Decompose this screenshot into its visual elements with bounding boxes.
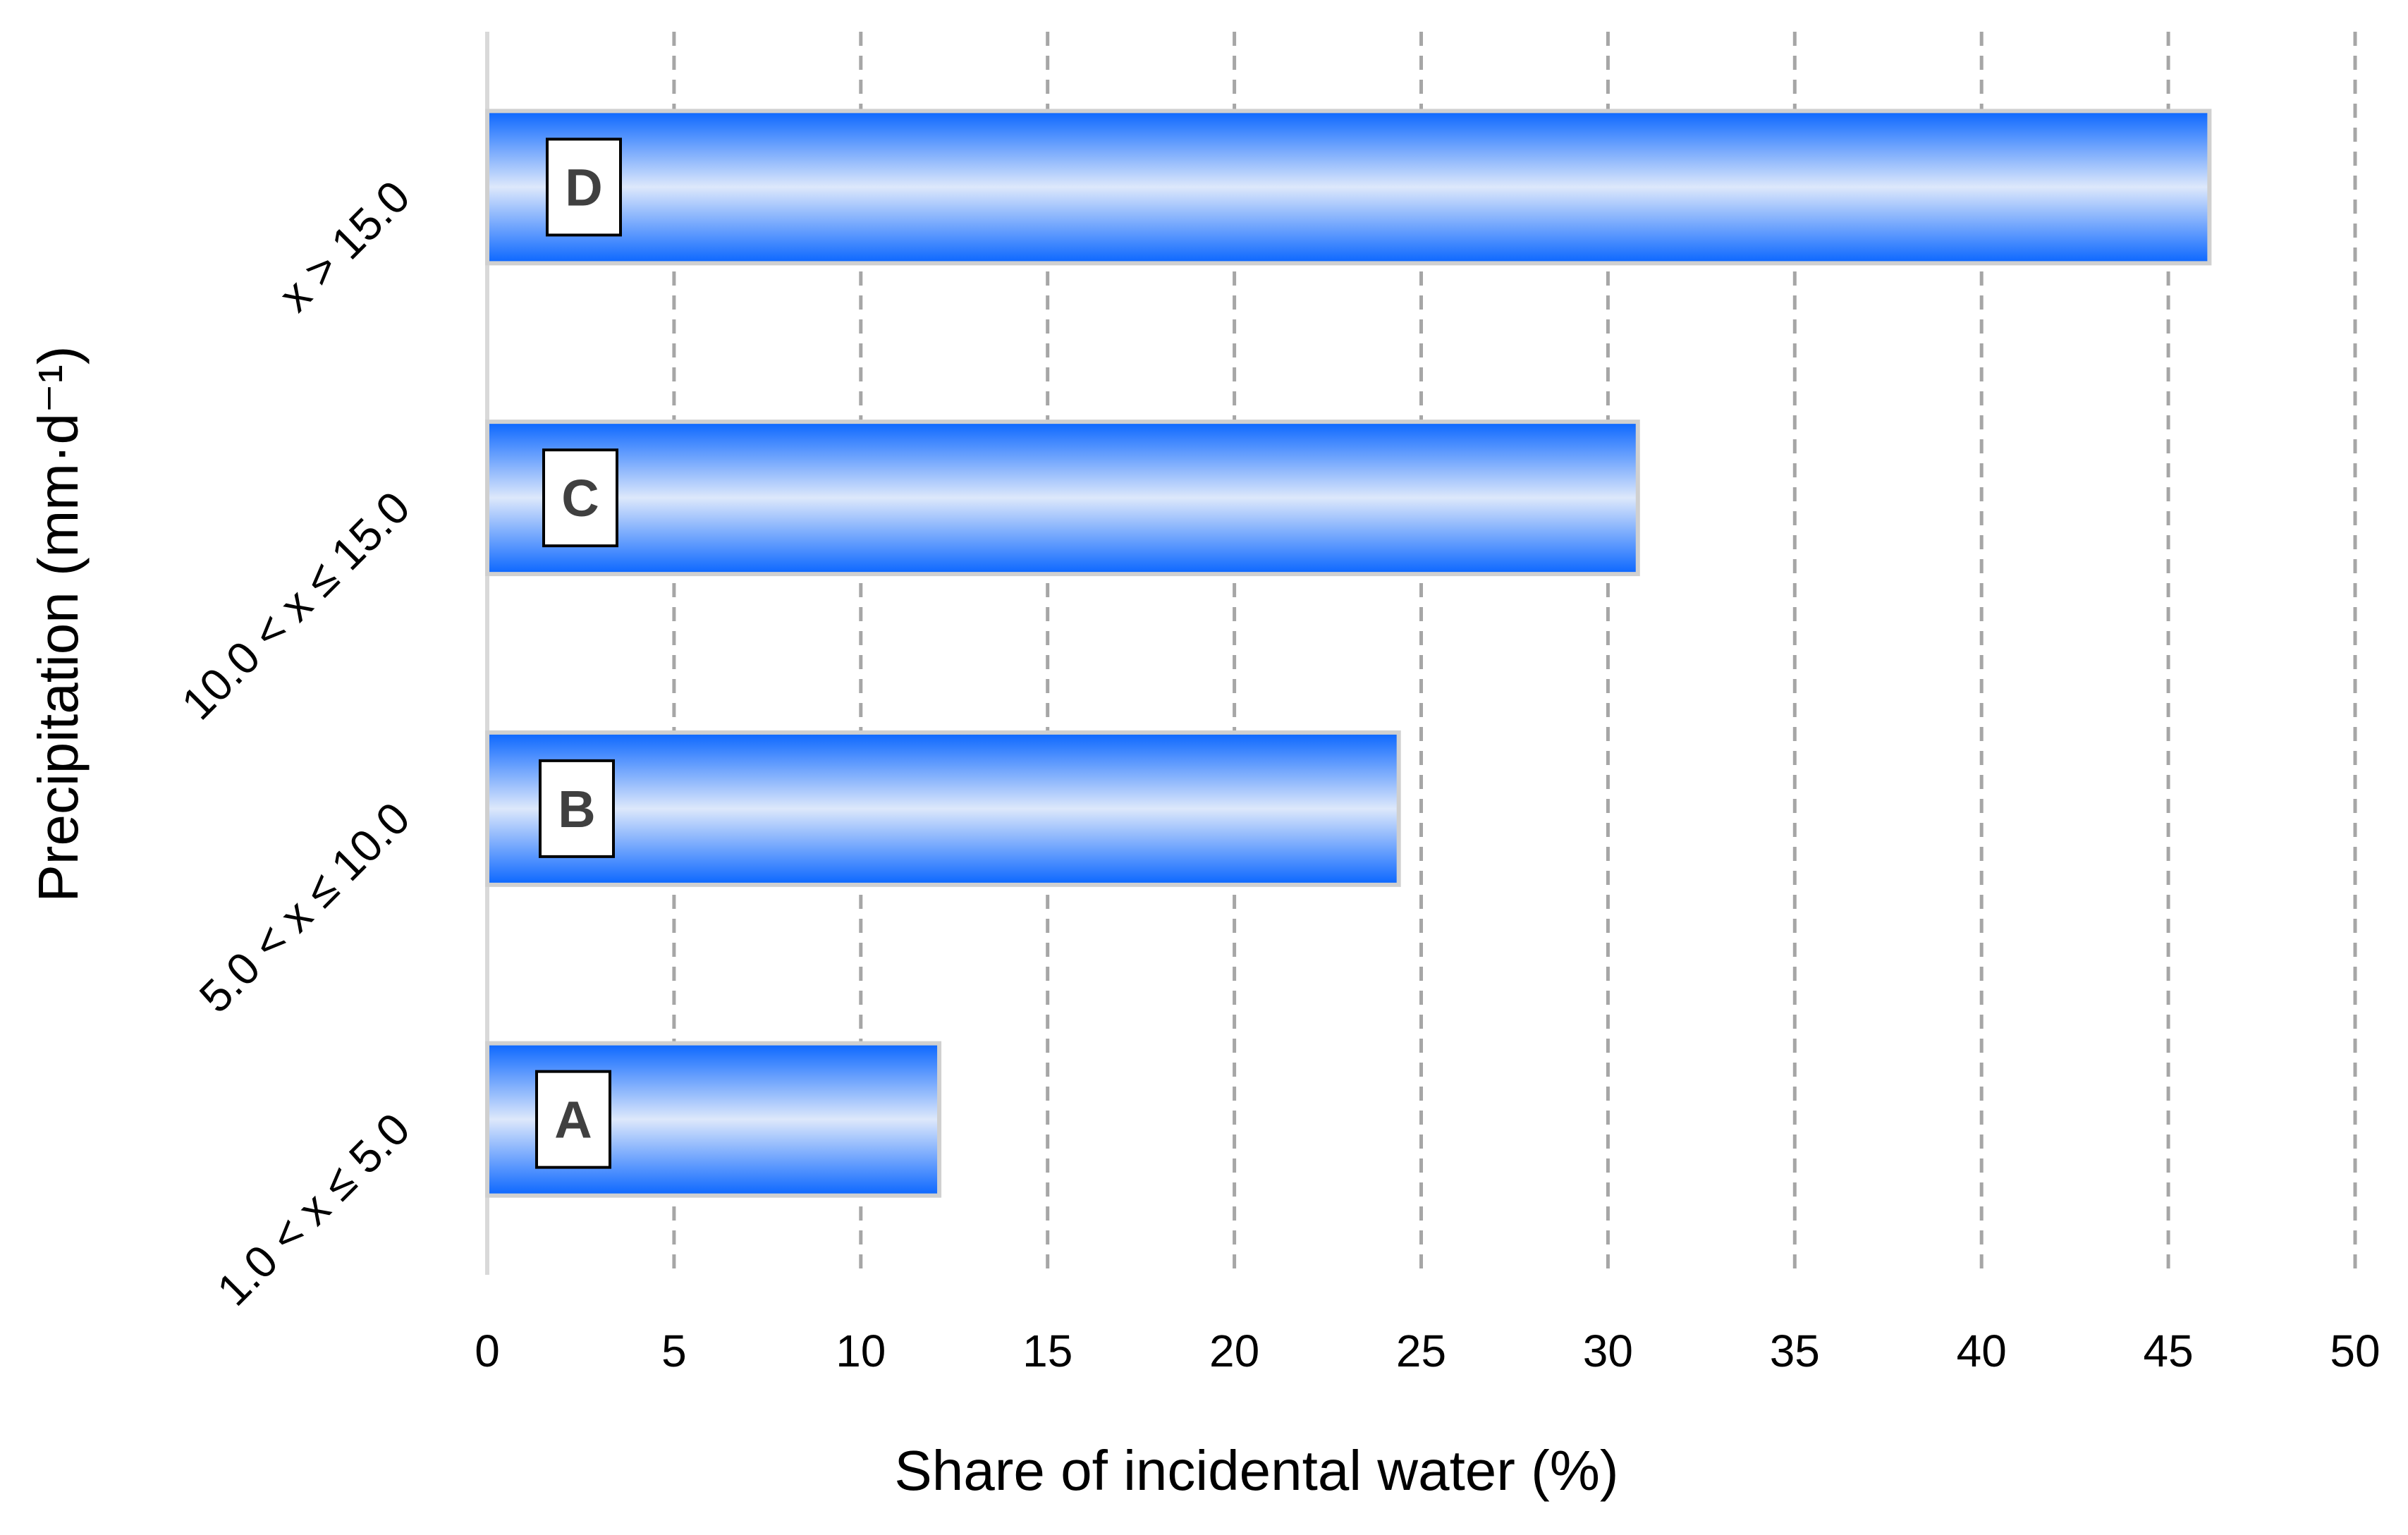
x-tick-label: 40 [1957, 1326, 2007, 1376]
y-category-labels: 1.0 < x ≤ 5.0 5.0 < x ≤ 10.0 10.0 < x ≤ 15… [172, 171, 420, 1315]
bar-label-box [542, 448, 618, 548]
x-tick-label: 10 [836, 1326, 886, 1376]
bar [485, 730, 1401, 887]
bar [485, 420, 1640, 577]
x-tick-label: 5 [661, 1326, 687, 1376]
y-category-label: 5.0 < x ≤ 10.0 [190, 793, 420, 1022]
bar-label: A [554, 1091, 592, 1149]
x-tick-label: 20 [1209, 1326, 1259, 1376]
x-tick-label: 30 [1583, 1326, 1633, 1376]
x-tick-label: 50 [2330, 1326, 2380, 1376]
bar-label: B [558, 780, 595, 838]
y-category-label: 10.0 < x ≤ 15.0 [172, 482, 420, 729]
bar-label-box [539, 759, 615, 858]
bar-label-box [546, 137, 622, 237]
y-category-label: x > 15.0 [269, 171, 420, 321]
bars: A B C D [485, 109, 2212, 1198]
bar-label: D [565, 158, 602, 216]
x-tick-label: 15 [1022, 1326, 1072, 1376]
x-tick-labels: 0 5 10 15 20 25 30 35 40 45 50 [475, 1326, 2380, 1376]
x-axis-title: Share of incidental water (%) [894, 1439, 1618, 1502]
bar-label-box [535, 1070, 611, 1169]
x-tick-label: 45 [2144, 1326, 2194, 1376]
y-axis-title: Precipitation (mm·d⁻¹) [27, 345, 90, 902]
bar-label: C [561, 469, 599, 527]
x-tick-label: 0 [475, 1326, 500, 1376]
x-tick-label: 35 [1770, 1326, 1820, 1376]
bar [485, 109, 2212, 266]
x-tick-label: 25 [1396, 1326, 1446, 1376]
y-category-label: 1.0 < x ≤ 5.0 [207, 1103, 420, 1316]
